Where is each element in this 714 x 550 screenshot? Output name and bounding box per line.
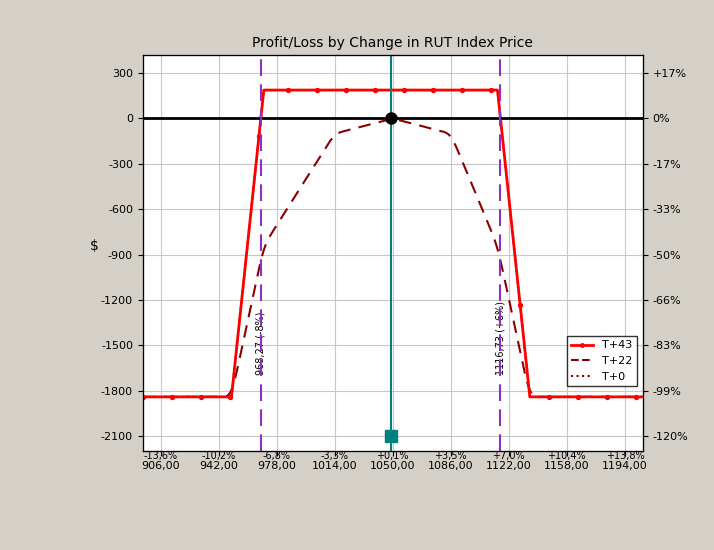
Point [601,393,613,402]
Point [195,393,206,402]
Point [573,393,584,402]
Text: +10,4%: +10,4% [548,451,586,461]
Point [166,393,178,402]
Point [486,86,497,95]
Point [456,86,468,95]
Text: +13,8%: +13,8% [605,451,644,461]
Point [398,86,410,95]
Point [311,86,323,95]
Legend: T+43, T+22, T+0: T+43, T+22, T+0 [567,336,637,386]
Text: +0,1%: +0,1% [376,451,409,461]
Text: -3,3%: -3,3% [321,451,348,461]
Text: 968,27 (-8%): 968,27 (-8%) [256,312,266,376]
Point [514,300,526,309]
Point [137,393,149,402]
Text: 1116,73 (+6%): 1116,73 (+6%) [496,301,506,376]
Point [282,86,293,95]
Point [224,393,236,402]
Title: Profit/Loss by Change in RUT Index Price: Profit/Loss by Change in RUT Index Price [252,36,533,50]
Y-axis label: $: $ [89,239,99,253]
Point [341,86,352,95]
Point [427,86,438,95]
Text: +7,0%: +7,0% [493,451,525,461]
Point [630,393,642,402]
Point [369,86,381,95]
Point [253,131,265,140]
Text: -6,8%: -6,8% [263,451,291,461]
Text: +3,5%: +3,5% [434,451,467,461]
Text: -10,2%: -10,2% [201,451,236,461]
Text: -13,6%: -13,6% [144,451,178,461]
Point [543,393,555,402]
